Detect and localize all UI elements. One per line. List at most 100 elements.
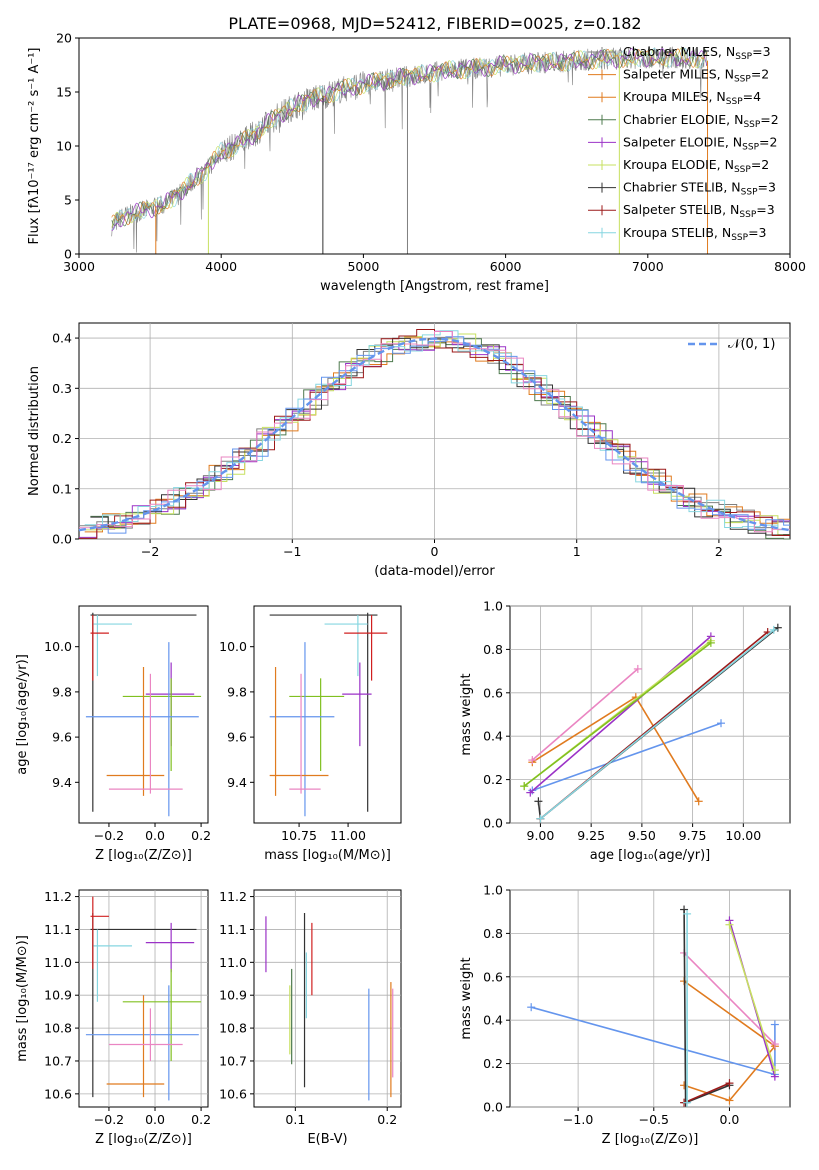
mass-weight-line <box>523 642 712 787</box>
legend-label: Kroupa STELIB, NSSP=3 <box>623 225 767 243</box>
y-tick-label: 1.0 <box>483 883 503 898</box>
y-tick-label: 10.9 <box>219 988 247 1003</box>
residual-histogram-line <box>90 336 790 534</box>
model-spectrum-line <box>111 47 708 232</box>
legend-label: Chabrier MILES, NSSP=3 <box>623 44 771 62</box>
y-tick-label: 9.6 <box>227 730 247 745</box>
y-tick-label: 20 <box>56 31 72 46</box>
massweight-vs-age-panel: 9.00 9.25 9.50 9.75 10.00 0.0 0.2 0.4 0.6 0.8 1.0 a… <box>459 599 791 863</box>
model-spectrum-line <box>111 47 708 231</box>
legend-entry: Kroupa MILES, NSSP=4 <box>588 89 761 107</box>
x-tick-label: 3000 <box>63 259 95 274</box>
x-tick-label: 0.0 <box>145 828 165 843</box>
mass-weight-line <box>531 695 700 802</box>
x-tick-label: −0.5 <box>639 1112 669 1127</box>
x-tick-label: −0.2 <box>94 1112 124 1127</box>
legend-entry: Salpeter STELIB, NSSP=3 <box>588 202 775 220</box>
y-axis-label: Normed distribution <box>27 366 42 496</box>
x-tick-label: 0.0 <box>720 1112 740 1127</box>
x-tick-label: 9.50 <box>628 828 656 843</box>
axes-frame <box>509 889 791 1108</box>
legend-label-subscript: SSP <box>726 97 743 107</box>
y-tick-label: 0.6 <box>483 969 503 984</box>
spectrum-lines <box>111 45 709 254</box>
legend-label-subscript: SSP <box>735 52 752 62</box>
residual-histogram-line <box>84 337 790 533</box>
x-tick-label: 9.75 <box>679 828 707 843</box>
y-tick-label: 0.8 <box>483 642 503 657</box>
y-tick-label: 1.0 <box>483 599 503 614</box>
mass-weight-series <box>528 719 726 795</box>
y-tick-label: 0.4 <box>52 331 72 346</box>
mass-weight-line <box>683 952 776 1045</box>
y-tick-label: 0.0 <box>483 816 503 831</box>
figure-title: PLATE=0968, MJD=52412, FIBERID=0025, z=0… <box>228 14 641 33</box>
y-tick-label: 11.1 <box>44 922 72 937</box>
gaussian-reference-line <box>78 337 791 532</box>
legend-label-subscript: SSP <box>743 120 760 130</box>
y-tick-label: 10.6 <box>44 1086 72 1101</box>
error-bar-point <box>108 673 183 794</box>
mass-weight-line <box>530 1006 776 1076</box>
x-tick-label: −1 <box>283 544 301 559</box>
y-tick-label: 10.8 <box>44 1021 72 1036</box>
mass-weight-series <box>683 909 692 1107</box>
y-tick-label: 5 <box>64 193 72 208</box>
legend-label-subscript: SSP <box>734 75 751 85</box>
y-tick-label: 0.2 <box>483 772 503 787</box>
y-tick-label: 0.0 <box>483 1100 503 1115</box>
y-tick-label: 0.8 <box>483 926 503 941</box>
y-tick-label: 9.8 <box>227 684 247 699</box>
legend-label-tail: =3 <box>756 202 774 217</box>
error-bar-point <box>269 667 329 796</box>
mass-vs-ebv-panel: 0.1 0.2 10.6 10.7 10.8 10.9 11.0 11.1 11.2 E(B-V) <box>219 889 402 1147</box>
error-bar-point <box>145 922 195 973</box>
legend-label: Kroupa MILES, NSSP=4 <box>623 89 761 107</box>
error-bar-point <box>85 985 199 1101</box>
observed-spectrum-line <box>111 45 708 253</box>
residual-histogram-line <box>84 330 790 531</box>
legend-label: Chabrier STELIB, NSSP=3 <box>623 180 776 198</box>
y-tick-label: 0.0 <box>52 532 72 547</box>
x-tick-label: 0.0 <box>145 1112 165 1127</box>
x-axis-label: Z [log₁₀(Z/Z⊙)] <box>602 1132 699 1147</box>
y-tick-label: 10.7 <box>219 1053 247 1068</box>
error-bar-point <box>108 1008 183 1061</box>
age-vs-mass-panel: 10.75 11.00 9.4 9.6 9.8 10.0 mass [log₁₀(M/M⊙)… <box>219 605 402 863</box>
y-tick-label: 0.2 <box>52 431 72 446</box>
mass-weight-series <box>725 920 779 1075</box>
y-tick-label: 9.4 <box>227 775 247 790</box>
legend-label-subscript: SSP <box>739 210 756 220</box>
x-tick-label: 2 <box>715 544 723 559</box>
mass-weight-series <box>528 664 642 765</box>
x-tick-label: −0.2 <box>94 828 124 843</box>
axes-frame <box>253 605 402 824</box>
error-bar-point <box>106 667 165 796</box>
x-tick-label: 8000 <box>774 259 806 274</box>
panels: 3000 4000 5000 6000 7000 800005101520waveleng… <box>15 31 806 1148</box>
mass-weight-line <box>531 668 639 761</box>
error-bar-point <box>122 678 202 772</box>
legend-entry: Salpeter MILES, NSSP=2 <box>588 67 769 85</box>
y-tick-label: 0.4 <box>483 729 503 744</box>
legend-label-subscript: SSP <box>731 233 748 243</box>
mass-weight-line <box>539 629 775 820</box>
y-axis-label: mass weight <box>459 673 474 755</box>
x-tick-label: 0.2 <box>191 828 211 843</box>
legend-entry: Kroupa STELIB, NSSP=3 <box>588 225 767 243</box>
legend-entry: Salpeter ELODIE, NSSP=2 <box>588 134 777 152</box>
x-tick-label: 0.2 <box>377 1112 397 1127</box>
x-tick-label: 10.00 <box>725 828 761 843</box>
error-bar-point <box>92 929 132 1002</box>
x-tick-label: 9.00 <box>527 828 555 843</box>
y-axis-label: mass [log₁₀(M/M⊙)] <box>15 935 30 1062</box>
legend-label-subscript: SSP <box>741 188 758 198</box>
massweight-vs-Z-panel: −1.0 −0.5 0.0 0.0 0.2 0.4 0.6 0.8 1.0 Z [log₁₀(Z/… <box>459 883 791 1147</box>
x-axis-label: age [log₁₀(age/yr)] <box>590 848 711 863</box>
error-bar-point <box>289 673 321 794</box>
mass-weight-series <box>680 905 734 1107</box>
y-tick-label: 0.1 <box>52 481 72 496</box>
y-tick-label: 0.4 <box>483 1013 503 1028</box>
legend-label-subscript: SSP <box>734 165 751 175</box>
y-tick-label: 11.2 <box>219 889 247 904</box>
